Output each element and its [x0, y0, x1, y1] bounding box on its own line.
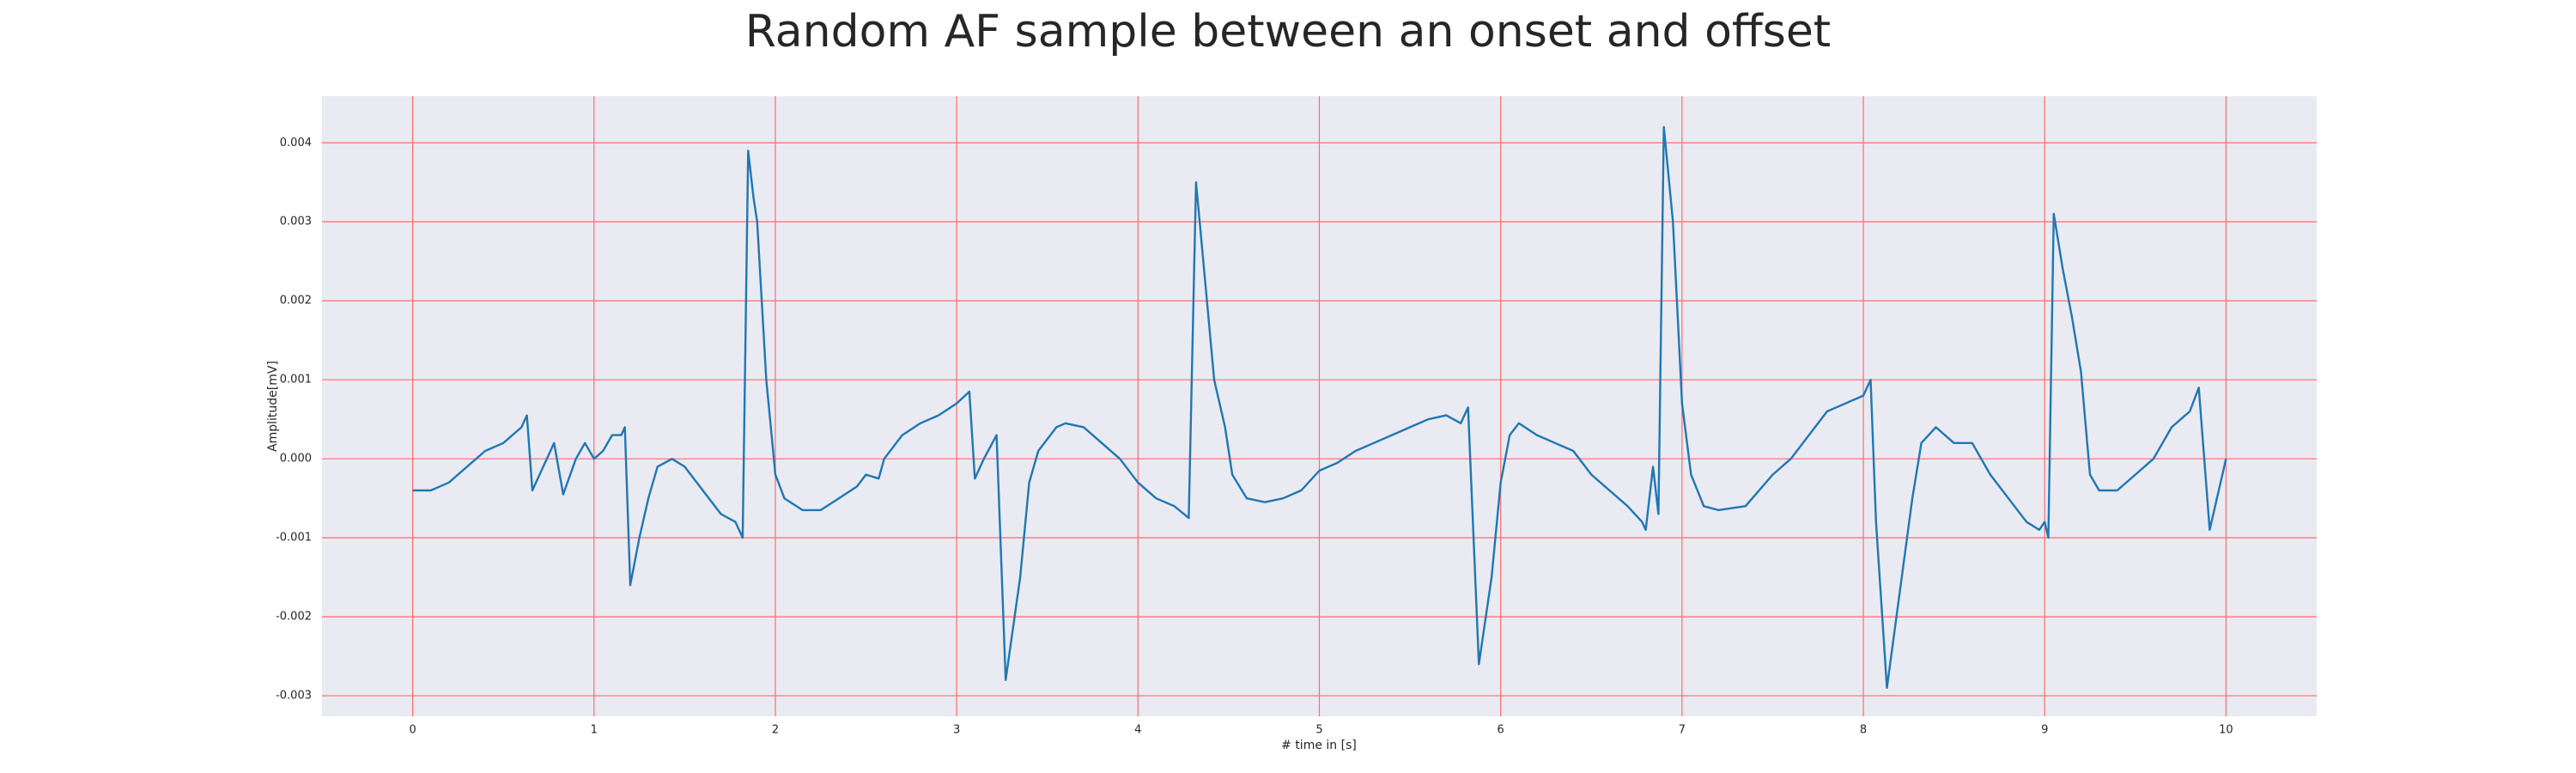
y-tick-label: 0.002	[280, 295, 312, 307]
y-axis-label: Amplitude[mV]	[266, 361, 280, 452]
y-tick-label: 0.001	[280, 374, 312, 386]
x-tick-label: 10	[2219, 724, 2233, 737]
y-tick-label: 0.004	[280, 137, 312, 149]
x-tick-label: 2	[772, 724, 779, 737]
x-tick-label: 8	[1860, 724, 1867, 737]
y-tick-label: 0.003	[280, 216, 312, 228]
x-axis-label: # time in [s]	[1281, 739, 1357, 752]
x-tick-label: 0	[409, 724, 416, 737]
x-tick-label: 7	[1679, 724, 1686, 737]
y-tick-label: -0.001	[276, 532, 312, 545]
signal-line	[412, 125, 2227, 690]
x-tick-label: 1	[591, 724, 598, 737]
x-tick-label: 3	[953, 724, 960, 737]
x-tick-label: 4	[1134, 724, 1141, 737]
chart-title: Random AF sample between an onset and of…	[745, 6, 1831, 58]
x-tick-label: 6	[1498, 724, 1504, 737]
y-tick-label: 0.000	[280, 453, 312, 466]
y-tick-label: -0.002	[276, 611, 312, 624]
x-tick-label: 5	[1315, 724, 1322, 737]
x-tick-label: 9	[2041, 724, 2048, 737]
y-tick-label: -0.003	[276, 690, 312, 703]
